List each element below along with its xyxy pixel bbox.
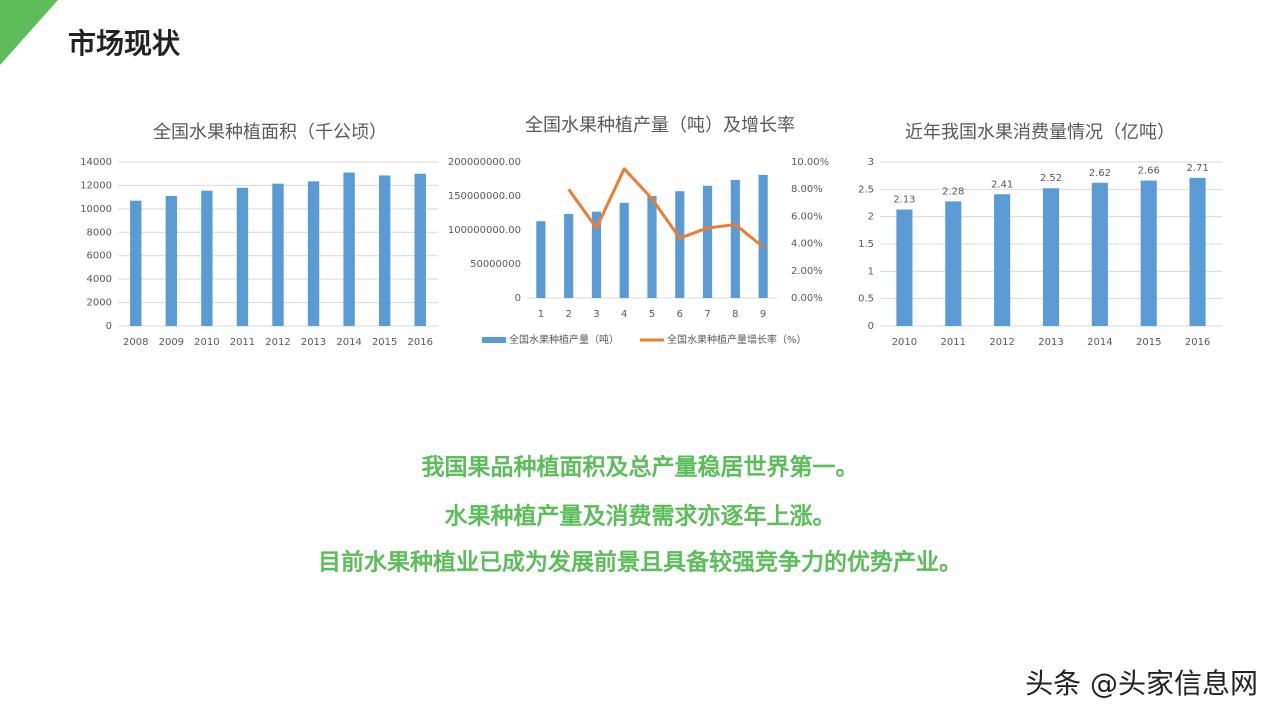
slide-title: 市场现状 [68, 27, 181, 60]
x-tick-label: 2 [565, 309, 571, 320]
data-label: 2.62 [1089, 168, 1111, 179]
x-tick-label: 2012 [265, 337, 290, 348]
x-tick-label: 2013 [1038, 337, 1063, 348]
x-tick-label: 2014 [336, 337, 361, 348]
x-tick-label: 4 [621, 309, 627, 320]
x-tick-label: 2015 [1136, 337, 1161, 348]
y-tick-label: 0 [868, 321, 874, 332]
bar [236, 187, 249, 326]
data-label: 2.66 [1138, 166, 1160, 177]
bar [564, 214, 574, 298]
y-tick-label: 200000000.00 [448, 157, 521, 168]
watermark: 头条 @头家信息网 [1025, 667, 1258, 700]
bar [619, 202, 629, 298]
data-label: 2.13 [893, 195, 915, 206]
x-tick-label: 2010 [892, 337, 917, 348]
x-tick-label: 5 [649, 309, 655, 320]
bar [675, 191, 685, 298]
y-tick-label: 14000 [80, 157, 112, 168]
bar [307, 181, 320, 326]
data-label: 2.52 [1040, 173, 1062, 184]
data-label: 2.71 [1186, 163, 1208, 174]
y2-tick-label: 0.00% [791, 293, 823, 304]
bar [414, 173, 426, 326]
y2-tick-label: 6.00% [791, 211, 823, 222]
bar [1091, 182, 1108, 326]
data-label: 2.41 [991, 179, 1013, 190]
body-line: 目前水果种植业已成为发展前景且具备较强竞争力的优势产业。 [318, 549, 962, 576]
y-tick-label: 12000 [80, 180, 112, 191]
bar [994, 194, 1011, 326]
bar [647, 196, 657, 298]
y-tick-label: 1 [868, 266, 874, 277]
body-line: 我国果品种植面积及总产量稳居世界第一。 [422, 454, 859, 481]
y2-tick-label: 10.00% [791, 157, 829, 168]
y-tick-label: 10000 [80, 204, 112, 215]
x-tick-label: 2008 [123, 337, 148, 348]
x-tick-label: 8 [732, 309, 738, 320]
y-tick-label: 2 [868, 212, 874, 223]
bar [536, 221, 546, 298]
x-tick-label: 2010 [194, 337, 219, 348]
y-tick-label: 2.5 [858, 184, 874, 195]
bar [896, 209, 913, 326]
x-tick-label: 2014 [1087, 337, 1112, 348]
bar [702, 185, 713, 298]
x-tick-label: 7 [704, 309, 710, 320]
corner-triangle [0, 0, 58, 65]
line [567, 167, 765, 249]
bar [378, 175, 391, 326]
x-tick-label: 2013 [301, 337, 326, 348]
legend-swatch [482, 337, 506, 343]
legend-label: 全国水果种植产量（吨） [509, 333, 619, 346]
x-tick-label: 1 [538, 309, 544, 320]
x-tick-label: 2011 [941, 337, 966, 348]
x-tick-label: 3 [593, 309, 599, 320]
bar [945, 201, 962, 326]
bar [730, 180, 740, 298]
x-tick-label: 2011 [230, 337, 255, 348]
bar [165, 195, 178, 326]
bar [591, 211, 602, 298]
y-tick-label: 6000 [87, 251, 112, 262]
x-tick-label: 2009 [159, 337, 184, 348]
x-tick-label: 2016 [1185, 337, 1210, 348]
bar [343, 172, 355, 326]
y-tick-label: 0 [515, 293, 521, 304]
body-line: 水果种植产量及消费需求亦逐年上涨。 [445, 503, 836, 530]
bar [130, 200, 142, 326]
x-tick-label: 6 [677, 309, 683, 320]
bar [1042, 188, 1060, 326]
data-label: 2.28 [942, 186, 964, 197]
y-tick-label: 2000 [87, 298, 112, 309]
y-tick-label: 1.5 [858, 239, 874, 250]
chart-title: 全国水果种植产量（吨）及增长率 [525, 115, 795, 136]
legend-label: 全国水果种植产量增长率（%） [667, 333, 807, 346]
x-tick-label: 9 [760, 309, 766, 320]
chart-title: 近年我国水果消费量情况（亿吨） [905, 122, 1175, 143]
y-tick-label: 150000000.00 [448, 191, 521, 202]
bar [1140, 180, 1157, 326]
bar [201, 190, 213, 326]
y2-tick-label: 8.00% [791, 184, 823, 195]
bar [758, 174, 768, 298]
y-tick-label: 100000000.00 [448, 225, 521, 236]
bar [1189, 177, 1206, 326]
y-tick-label: 3 [868, 157, 874, 168]
y-tick-label: 0.5 [858, 294, 874, 305]
x-tick-label: 2015 [372, 337, 397, 348]
y-tick-label: 4000 [87, 274, 112, 285]
y-tick-label: 8000 [87, 227, 112, 238]
chart-title: 全国水果种植面积（千公顷） [153, 122, 387, 143]
y2-tick-label: 4.00% [791, 239, 823, 250]
y-tick-label: 50000000 [470, 259, 521, 270]
y2-tick-label: 2.00% [791, 266, 823, 277]
x-tick-label: 2012 [989, 337, 1014, 348]
bar [272, 183, 284, 326]
x-tick-label: 2016 [407, 337, 432, 348]
y-tick-label: 0 [106, 321, 112, 332]
